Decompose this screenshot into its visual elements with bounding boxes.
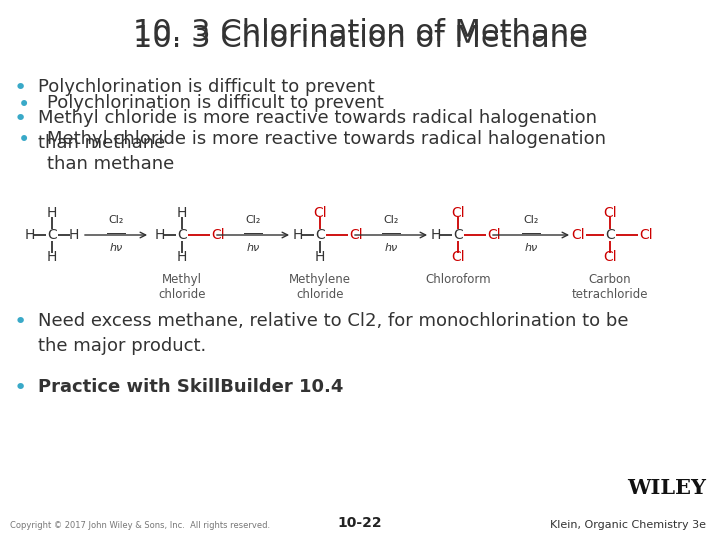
Text: Cl: Cl — [211, 228, 225, 242]
Text: C: C — [47, 228, 57, 242]
Text: H: H — [315, 250, 325, 264]
Text: Klein, Organic Chemistry 3e: Klein, Organic Chemistry 3e — [550, 520, 706, 530]
Text: •: • — [14, 312, 27, 332]
Text: Methyl chloride is more reactive towards radical halogenation
than methane: Methyl chloride is more reactive towards… — [47, 130, 606, 173]
Text: •: • — [18, 130, 30, 150]
Text: Polychlorination is difficult to prevent: Polychlorination is difficult to prevent — [38, 78, 375, 96]
Text: 10-22: 10-22 — [338, 516, 382, 530]
Text: Practice with SkillBuilder 10.4: Practice with SkillBuilder 10.4 — [38, 378, 343, 396]
Text: H: H — [47, 206, 57, 220]
Text: Cl: Cl — [603, 206, 617, 220]
Text: Cl: Cl — [603, 250, 617, 264]
Text: Cl: Cl — [313, 206, 327, 220]
Text: •: • — [14, 109, 27, 129]
Text: •: • — [18, 94, 30, 114]
Text: Cl: Cl — [349, 228, 363, 242]
Text: •: • — [14, 378, 27, 398]
Text: H: H — [431, 228, 441, 242]
Text: Methylene
chloride: Methylene chloride — [289, 273, 351, 301]
Text: Cl₂: Cl₂ — [523, 215, 539, 225]
Text: Methyl chloride is more reactive towards radical halogenation
than methane: Methyl chloride is more reactive towards… — [38, 109, 597, 152]
Text: Cl: Cl — [639, 228, 653, 242]
Text: Carbon
tetrachloride: Carbon tetrachloride — [572, 273, 648, 301]
Text: C: C — [605, 228, 615, 242]
Text: H: H — [177, 250, 187, 264]
Text: Cl: Cl — [487, 228, 501, 242]
Text: Copyright © 2017 John Wiley & Sons, Inc.  All rights reserved.: Copyright © 2017 John Wiley & Sons, Inc.… — [10, 521, 270, 530]
Text: C: C — [315, 228, 325, 242]
Text: hν: hν — [109, 243, 122, 253]
Text: Cl₂: Cl₂ — [383, 215, 399, 225]
Text: H: H — [155, 228, 165, 242]
Text: hν: hν — [524, 243, 538, 253]
Text: Polychlorination is difficult to prevent: Polychlorination is difficult to prevent — [47, 94, 384, 112]
Text: •: • — [14, 78, 27, 98]
Text: H: H — [69, 228, 79, 242]
Text: Methyl
chloride: Methyl chloride — [158, 273, 206, 301]
Text: H: H — [293, 228, 303, 242]
Text: 10. 3 Chlorination of Methane: 10. 3 Chlorination of Methane — [132, 24, 588, 53]
Text: C: C — [177, 228, 187, 242]
Text: H: H — [24, 228, 35, 242]
Text: H: H — [47, 250, 57, 264]
Text: hν: hν — [384, 243, 397, 253]
Text: Cl: Cl — [451, 206, 465, 220]
Text: Chloroform: Chloroform — [426, 273, 491, 286]
Text: Cl: Cl — [451, 250, 465, 264]
Text: Cl₂: Cl₂ — [246, 215, 261, 225]
Text: H: H — [177, 206, 187, 220]
Text: WILEY: WILEY — [627, 478, 706, 498]
Text: Cl₂: Cl₂ — [108, 215, 124, 225]
Text: Cl: Cl — [571, 228, 585, 242]
Text: C: C — [453, 228, 463, 242]
Text: 10. 3 Chlorination of Methane: 10. 3 Chlorination of Methane — [132, 18, 588, 47]
Text: Need excess methane, relative to Cl2, for monochlorination to be
the major produ: Need excess methane, relative to Cl2, fo… — [38, 312, 629, 355]
Text: hν: hν — [246, 243, 260, 253]
